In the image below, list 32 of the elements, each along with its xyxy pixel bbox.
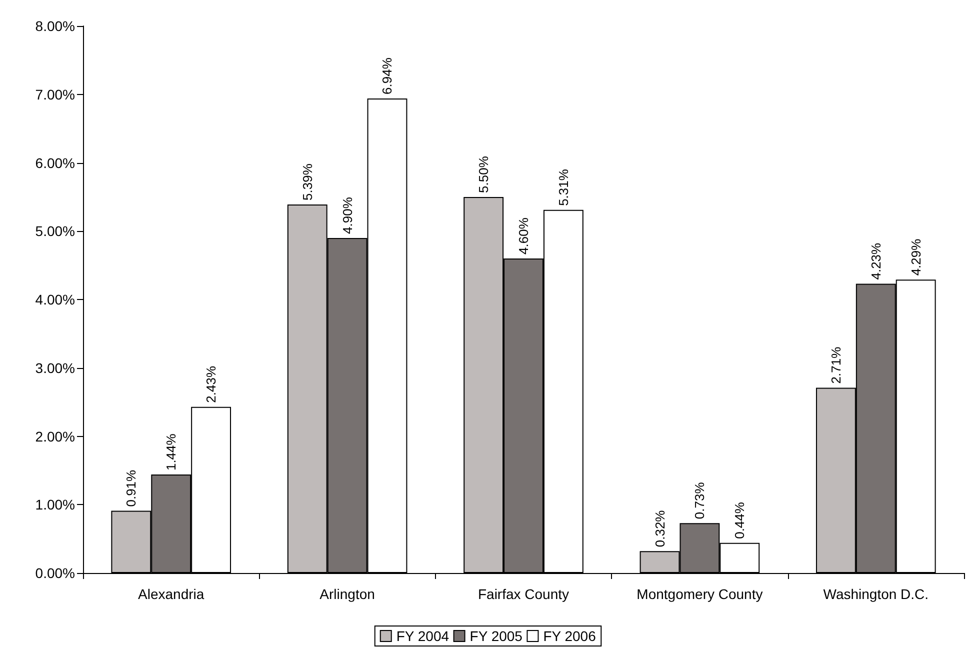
data-label: 4.90% [340,196,355,234]
data-label: 0.32% [652,510,668,548]
x-tick-label: Fairfax County [478,586,570,602]
legend-label: FY 2006 [543,628,596,644]
data-label: 0.91% [124,469,139,507]
y-tick-label: 4.00% [35,292,75,308]
y-tick-label: 6.00% [35,154,75,171]
y-tick-label: 2.00% [35,428,75,444]
data-label: 2.71% [828,346,844,384]
data-label: 5.31% [556,168,571,206]
data-label: 6.94% [380,57,395,94]
data-label: 2.43% [204,366,219,403]
x-tick-label: Washington D.C. [823,586,929,602]
legend-label: FY 2004 [396,628,450,644]
data-label: 4.60% [516,217,531,254]
y-tick-label: 5.00% [35,223,75,240]
y-tick-label: 0.00% [35,565,75,581]
data-label: 4.29% [908,238,924,276]
data-label: 0.73% [692,482,708,520]
x-tick-label: Alexandria [138,586,204,602]
y-tick-label: 3.00% [35,360,75,376]
data-label: 5.39% [300,163,315,200]
data-label: 4.23% [868,242,884,280]
x-tick-label: Arlington [320,586,375,602]
y-tick-label: 8.00% [35,18,75,34]
data-label: 5.50% [476,156,492,193]
x-tick-label: Montgomery County [636,586,763,602]
y-tick-label: 1.00% [35,496,75,513]
data-label: 0.44% [732,502,748,539]
data-label: 1.44% [164,433,179,471]
y-tick-label: 7.00% [35,86,75,102]
legend-label: FY 2005 [470,628,523,644]
